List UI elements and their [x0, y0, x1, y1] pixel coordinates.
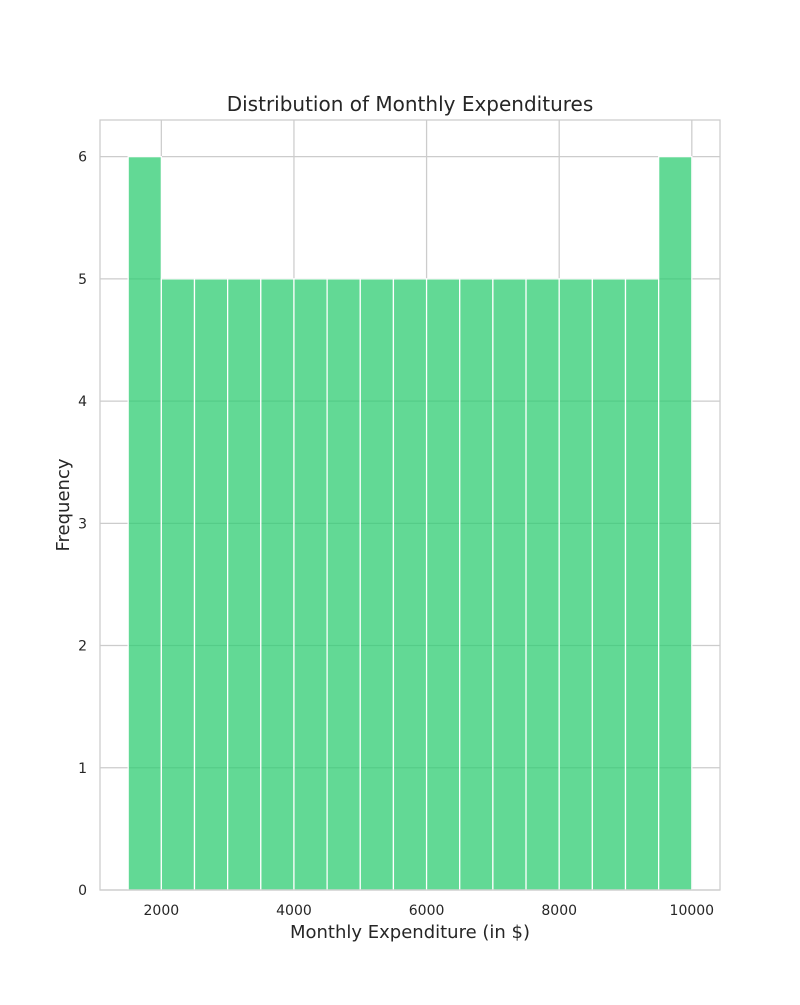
- y-tick-label-0: 0: [78, 883, 87, 899]
- y-tick-labels: 0 1 2 3 4 5 6: [78, 150, 87, 899]
- x-tick-label-1: 4000: [276, 903, 312, 919]
- histogram-bar-16: [658, 156, 693, 891]
- x-tick-label-2: 6000: [409, 903, 445, 919]
- y-tick-label-5: 5: [78, 272, 87, 288]
- histogram-bar-11: [492, 278, 527, 891]
- histogram-bar-5: [293, 278, 328, 891]
- histogram-bar-1: [160, 278, 196, 891]
- histogram-bar-14: [591, 278, 627, 891]
- histogram-bar-2: [193, 278, 229, 891]
- histogram-bar-4: [260, 278, 295, 891]
- histogram-bar-15: [624, 278, 660, 891]
- chart-title: Distribution of Monthly Expenditures: [227, 92, 594, 116]
- y-tick-label-3: 3: [78, 516, 87, 532]
- x-tick-label-3: 8000: [541, 903, 577, 919]
- histogram-bar-8: [392, 278, 428, 891]
- histogram-bar-10: [459, 278, 494, 891]
- histogram-bar-12: [525, 278, 560, 891]
- histogram-bar-6: [326, 278, 361, 891]
- histogram-bar-13: [558, 278, 593, 891]
- y-tick-label-6: 6: [78, 150, 87, 166]
- bars-layer: [127, 156, 693, 891]
- y-tick-label-2: 2: [78, 639, 87, 655]
- x-axis-label: Monthly Expenditure (in $): [290, 922, 530, 943]
- histogram-bar-0: [127, 156, 162, 891]
- histogram-bar-3: [227, 278, 262, 891]
- y-tick-label-4: 4: [78, 394, 87, 410]
- x-tick-labels: 2000 4000 6000 8000 10000: [144, 903, 715, 919]
- plot-frame: [99, 119, 721, 891]
- x-tick-label-4: 10000: [670, 903, 715, 919]
- y-tick-label-1: 1: [78, 761, 87, 777]
- x-tick-label-0: 2000: [144, 903, 180, 919]
- histogram-bar-9: [425, 278, 461, 891]
- histogram-bar-7: [359, 278, 395, 891]
- y-axis-label: Frequency: [53, 458, 74, 551]
